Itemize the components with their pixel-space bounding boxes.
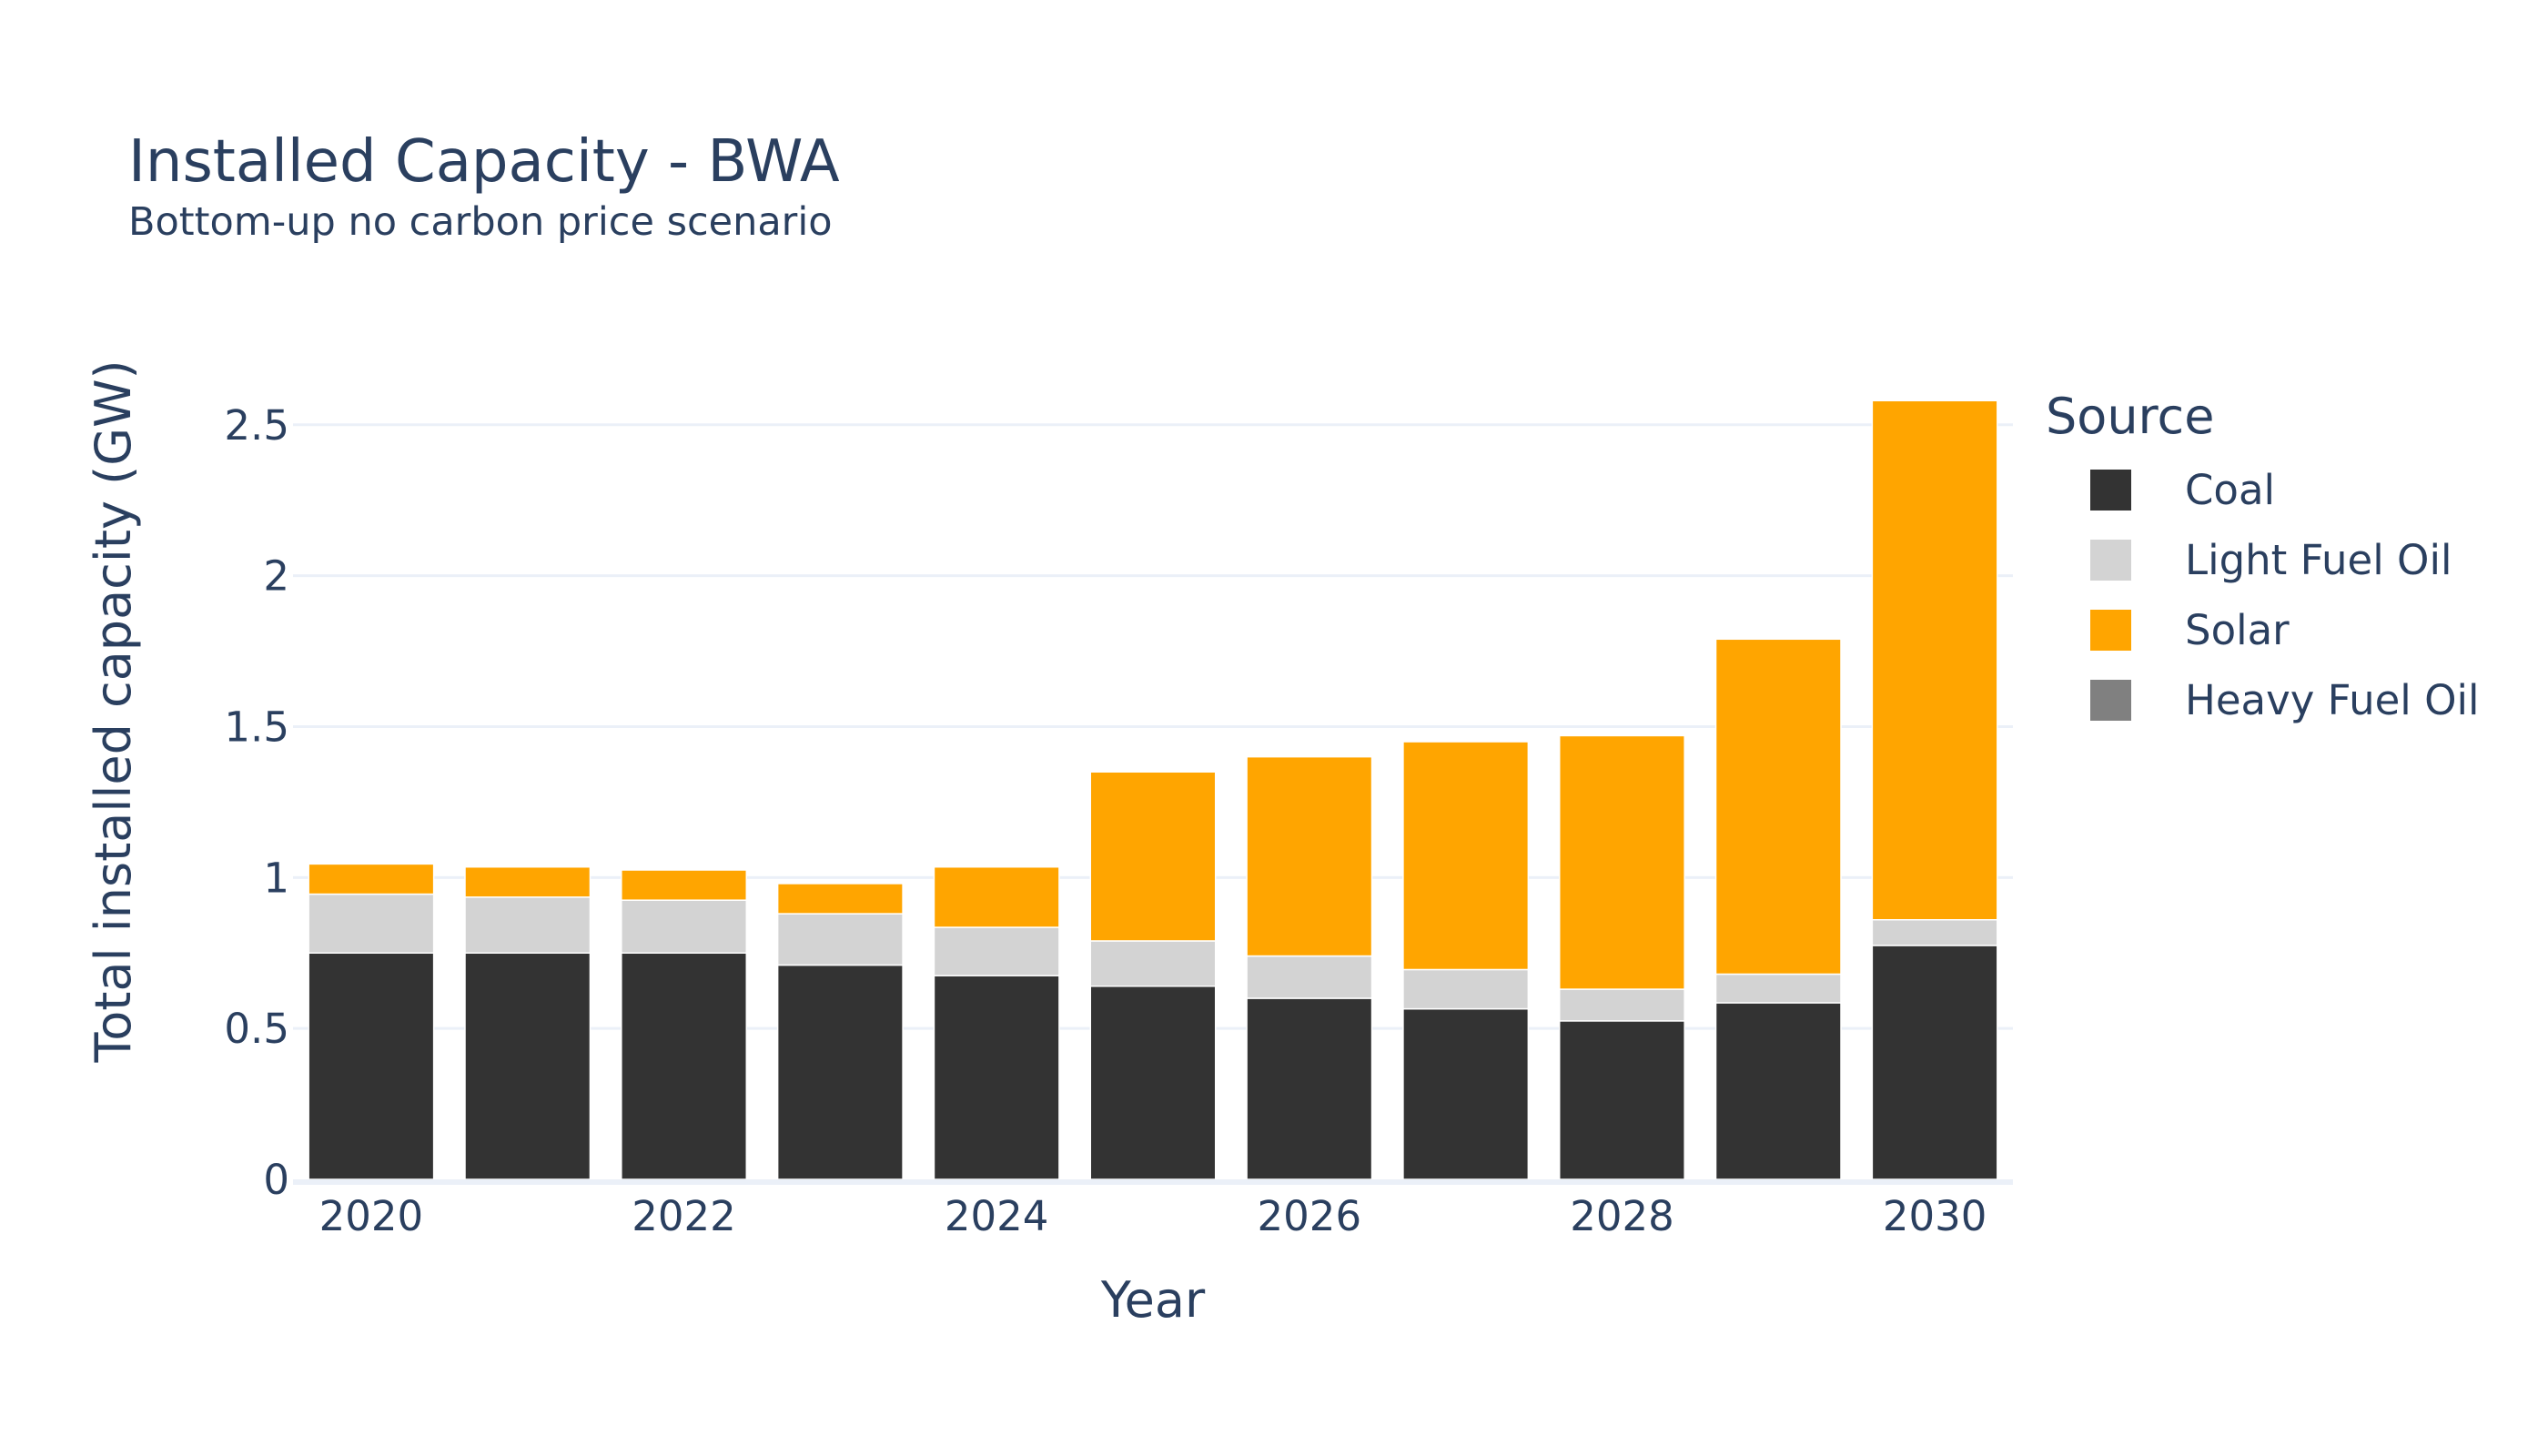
bar-light-fuel-oil-2030[interactable] [1871, 919, 1998, 946]
x-tick-label: 2026 [1258, 1192, 1362, 1240]
x-tick-label: 2030 [1883, 1192, 1987, 1240]
bar-coal-2030[interactable] [1871, 945, 1998, 1180]
bar-coal-2024[interactable] [933, 975, 1060, 1180]
y-axis-ticks: 0 0.5 1 1.5 2 2.5 [224, 401, 289, 1204]
bar-solar-2026[interactable] [1246, 755, 1373, 957]
bar-coal-2028[interactable] [1558, 1020, 1685, 1180]
bar-light-fuel-oil-2028[interactable] [1558, 988, 1685, 1022]
bar-light-fuel-oil-2027[interactable] [1402, 968, 1530, 1010]
bar-coal-2020[interactable] [308, 952, 435, 1180]
y-tick-label: 0.5 [224, 1005, 289, 1053]
bar-coal-2023[interactable] [776, 964, 904, 1180]
chart-title: Installed Capacity - BWA [128, 128, 840, 196]
legend-label-solar[interactable]: Solar [2185, 606, 2290, 654]
x-tick-label: 2022 [632, 1192, 736, 1240]
bar-light-fuel-oil-2020[interactable] [308, 893, 435, 954]
legend-swatch-light-fuel-oil[interactable] [2090, 540, 2131, 581]
y-tick-label: 2.5 [224, 401, 289, 450]
x-tick-label: 2020 [319, 1192, 424, 1240]
y-tick-label: 1 [263, 854, 289, 902]
bar-solar-2027[interactable] [1402, 741, 1530, 971]
bar-light-fuel-oil-2023[interactable] [776, 913, 904, 966]
y-axis-title: Total installed capacity (GW) [85, 359, 142, 1063]
bar-coal-2025[interactable] [1089, 985, 1217, 1180]
legend-title: Source [2046, 388, 2214, 445]
legend-label-coal[interactable]: Coal [2185, 466, 2275, 514]
bar-light-fuel-oil-2022[interactable] [621, 899, 748, 954]
bar-solar-2022[interactable] [621, 869, 748, 901]
legend-swatch-coal[interactable] [2090, 470, 2131, 511]
bar-coal-2021[interactable] [464, 952, 592, 1180]
legend-swatch-solar[interactable] [2090, 610, 2131, 651]
bar-light-fuel-oil-2021[interactable] [464, 896, 592, 954]
y-tick-label: 2 [263, 552, 289, 601]
bar-light-fuel-oil-2025[interactable] [1089, 940, 1217, 987]
bar-coal-2022[interactable] [621, 952, 748, 1180]
bar-light-fuel-oil-2026[interactable] [1246, 955, 1373, 999]
bar-coal-2026[interactable] [1246, 997, 1373, 1180]
bar-solar-2028[interactable] [1558, 734, 1685, 990]
legend-label-heavy-fuel-oil[interactable]: Heavy Fuel Oil [2185, 676, 2480, 724]
legend-swatch-heavy-fuel-oil[interactable] [2090, 680, 2131, 721]
bar-light-fuel-oil-2024[interactable] [933, 926, 1060, 976]
bar-solar-2025[interactable] [1089, 771, 1217, 942]
bar-coal-2029[interactable] [1714, 1002, 1842, 1180]
bar-light-fuel-oil-2029[interactable] [1714, 973, 1842, 1004]
bar-coal-2027[interactable] [1402, 1007, 1530, 1180]
bars [308, 399, 1998, 1180]
bar-solar-2020[interactable] [308, 863, 435, 895]
bar-solar-2023[interactable] [776, 883, 904, 915]
x-tick-label: 2024 [945, 1192, 1049, 1240]
legend-label-light-fuel-oil[interactable]: Light Fuel Oil [2185, 536, 2452, 584]
x-tick-label: 2028 [1570, 1192, 1674, 1240]
bar-solar-2021[interactable] [464, 865, 592, 898]
bar-solar-2030[interactable] [1871, 399, 1998, 921]
bar-solar-2024[interactable] [933, 865, 1060, 928]
y-tick-label: 0 [263, 1156, 289, 1204]
x-axis-title: Year [1100, 1271, 1206, 1329]
y-tick-label: 1.5 [224, 703, 289, 751]
bar-solar-2029[interactable] [1714, 638, 1842, 976]
chart-subtitle: Bottom-up no carbon price scenario [128, 199, 833, 245]
x-axis-ticks: 2020 2022 2024 2026 2028 2030 [319, 1192, 1987, 1240]
legend[interactable]: Source Coal Light Fuel Oil Solar Heavy Fuel… [2046, 388, 2480, 724]
